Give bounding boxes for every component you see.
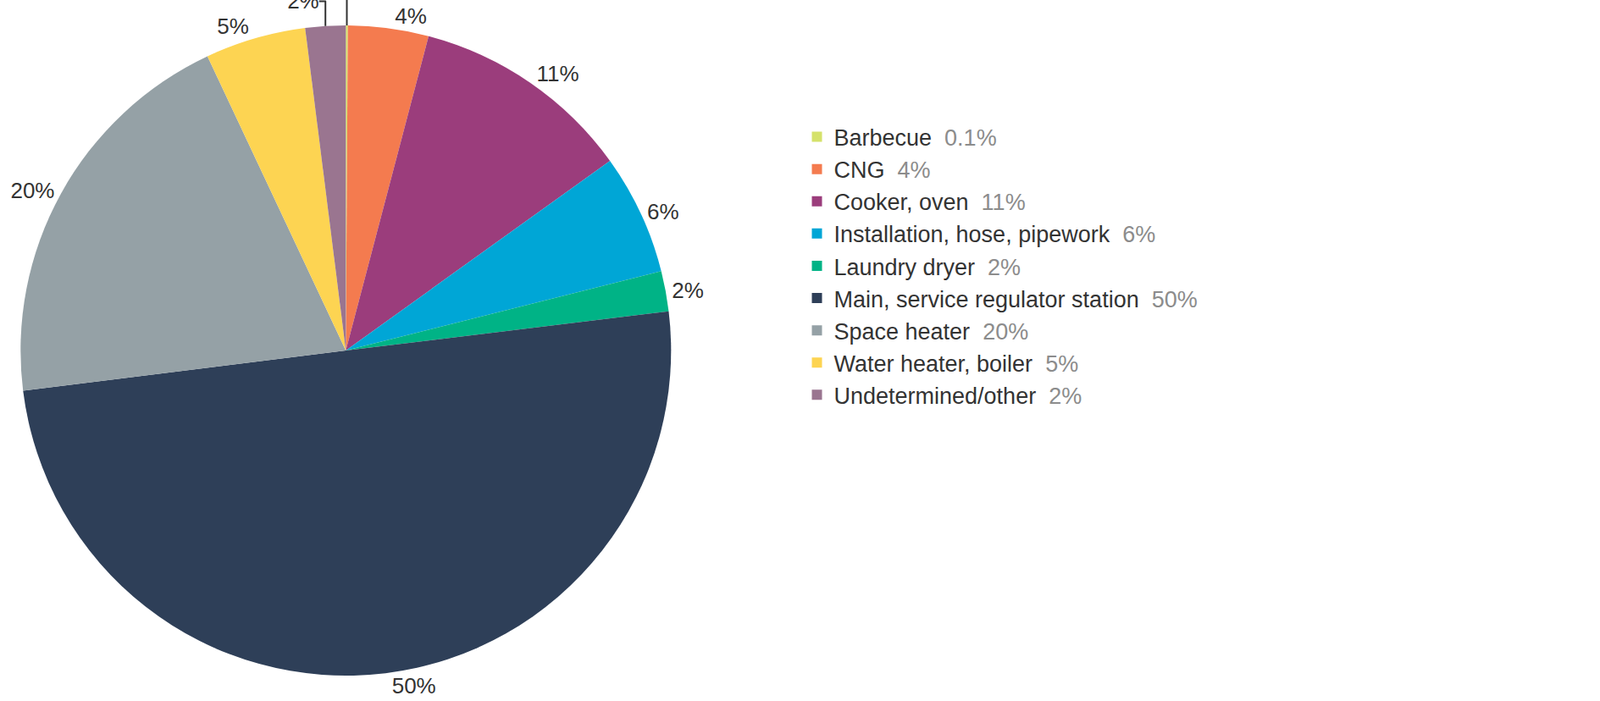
svg-text:4%: 4% — [394, 3, 427, 29]
svg-text:Main, service regulator statio: Main, service regulator station 50% — [834, 287, 1198, 313]
svg-text:5%: 5% — [216, 13, 250, 39]
svg-text:6%: 6% — [647, 199, 680, 225]
svg-text:CNG 4%: CNG 4% — [834, 157, 931, 183]
svg-text:Undetermined/other 2%: Undetermined/other 2% — [834, 383, 1083, 410]
svg-text:0.1%: 0.1% — [353, 0, 404, 4]
svg-text:2%: 2% — [287, 0, 320, 14]
svg-text:Installation, hose, pipework: Installation, hose, pipework 6% — [834, 221, 1157, 248]
svg-text:2%: 2% — [671, 277, 704, 304]
svg-text:20%: 20% — [10, 177, 55, 204]
svg-text:50%: 50% — [392, 673, 437, 699]
svg-text:11%: 11% — [536, 60, 579, 87]
svg-text:Water heater, boiler 5%: Water heater, boiler 5% — [834, 351, 1080, 377]
svg-text:Laundry dryer 2%: Laundry dryer 2% — [834, 254, 1022, 281]
svg-text:Space heater 20%: Space heater 20% — [834, 319, 1030, 345]
svg-text:Barbecue 0.1%: Barbecue 0.1% — [834, 125, 997, 151]
svg-text:Cooker, oven 11%: Cooker, oven 11% — [834, 189, 1026, 216]
